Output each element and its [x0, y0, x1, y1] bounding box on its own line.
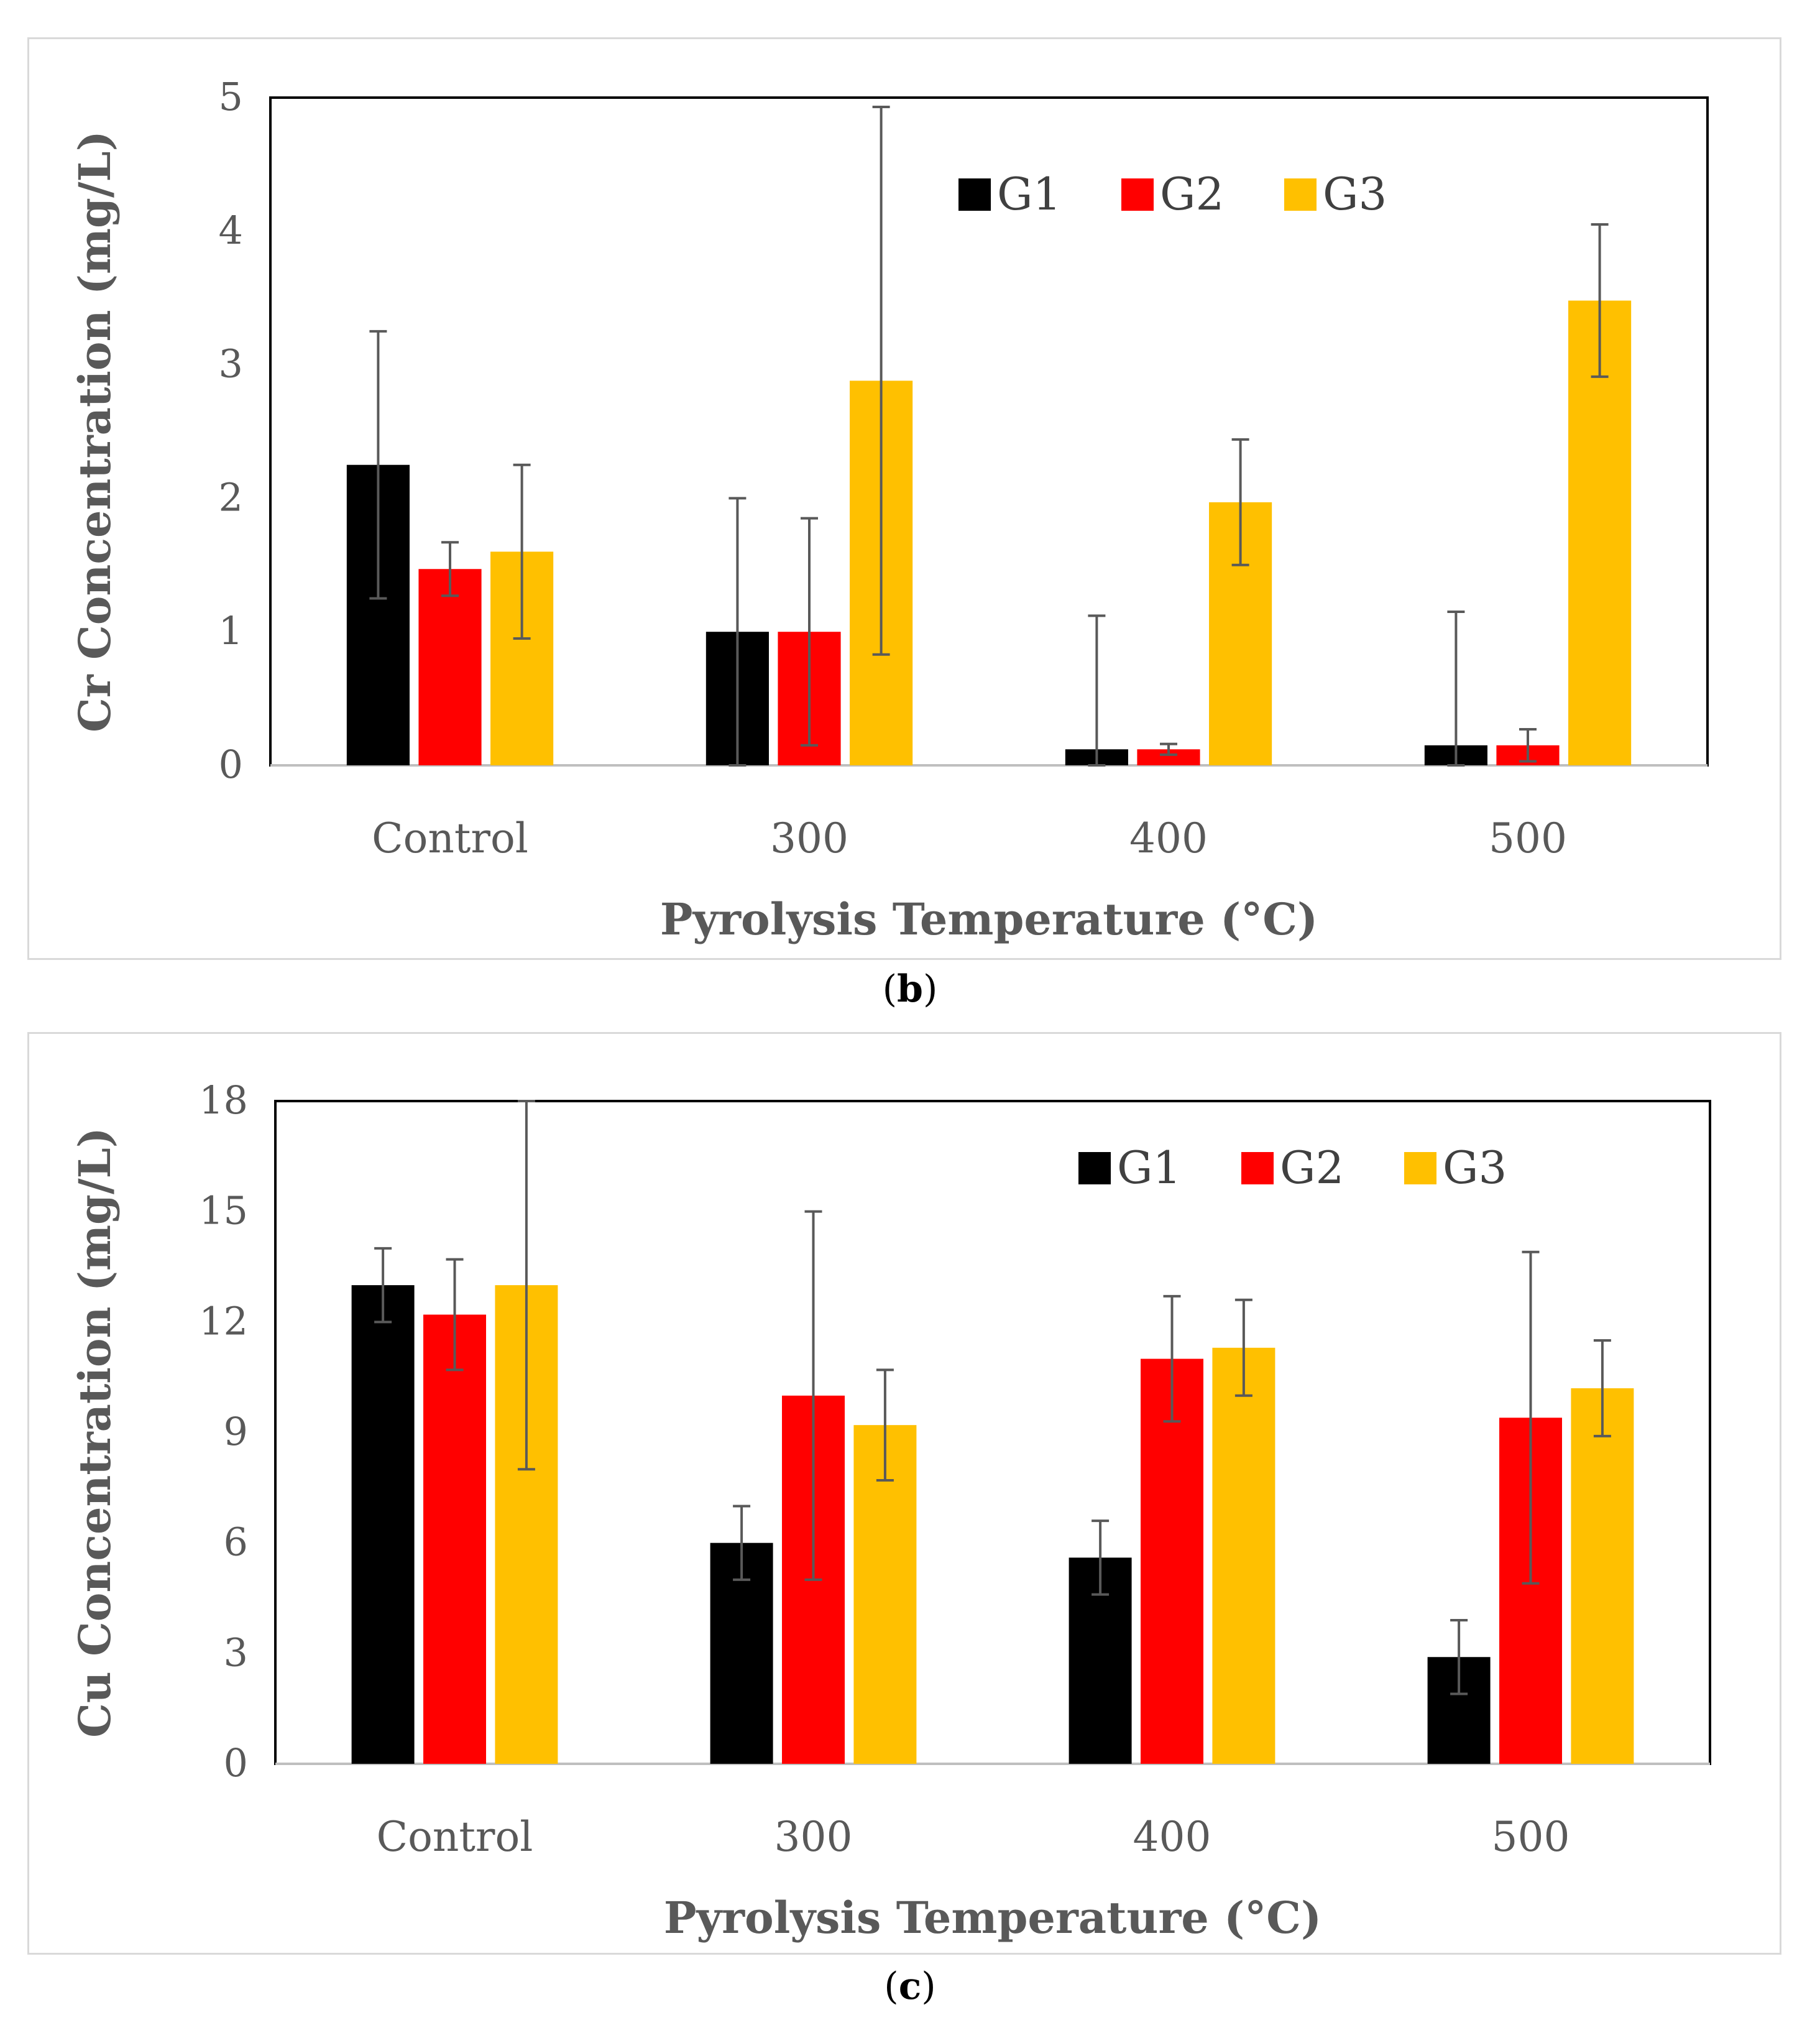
y-tick-label: 4: [219, 208, 243, 253]
caption-b: (b): [0, 967, 1820, 1011]
y-tick-label: 6: [224, 1519, 248, 1565]
bar-g1-control: [351, 1285, 415, 1764]
x-tick-label: Control: [377, 1813, 533, 1861]
y-tick-label: 3: [219, 341, 243, 387]
y-tick-label: 3: [224, 1630, 248, 1675]
bar-g2-control: [423, 1314, 486, 1764]
x-tick-label: 500: [1492, 1813, 1570, 1861]
bar-g2-400: [1141, 1358, 1203, 1764]
y-tick-label: 15: [199, 1188, 248, 1233]
y-axis-title: Cr Concentration (mg/L): [69, 131, 121, 732]
x-tick-label: 500: [1489, 814, 1567, 862]
x-tick-label: Control: [372, 814, 528, 862]
caption-c-close: ): [921, 1965, 936, 2008]
legend-label-g2: G2: [1160, 168, 1224, 220]
bar-g3-400: [1212, 1347, 1275, 1764]
y-tick-label: 1: [219, 608, 243, 653]
legend-swatch-g2: [1121, 178, 1154, 211]
x-axis-title: Pyrolysis Temperature (°C): [664, 1892, 1321, 1943]
legend-swatch-g1: [1078, 1152, 1111, 1184]
x-tick-label: 400: [1133, 1813, 1211, 1861]
caption-b-open: (: [882, 967, 898, 1011]
legend-swatch-g3: [1284, 178, 1317, 211]
legend-label-g3: G3: [1443, 1141, 1507, 1194]
legend-label-g3: G3: [1323, 168, 1387, 220]
caption-c-letter: c: [898, 1965, 922, 2008]
y-tick-label: 5: [219, 74, 243, 119]
legend-swatch-g1: [958, 178, 991, 211]
y-tick-label: 2: [219, 474, 243, 520]
y-tick-label: 0: [224, 1740, 248, 1786]
bar-g2-control: [418, 569, 482, 765]
y-axis-title: Cu Concentration (mg/L): [69, 1127, 121, 1738]
chart-b-svg: 0 1 2 3 4 5 Control 300 400 500 Pyrolysis Temperat…: [69, 74, 1709, 945]
y-tick-label: 9: [224, 1409, 248, 1454]
legend-label-g2: G2: [1280, 1141, 1344, 1194]
legend-swatch-g2: [1241, 1152, 1274, 1184]
caption-c-open: (: [884, 1965, 899, 2008]
caption-c: (c): [0, 1965, 1820, 2008]
x-tick-label: 300: [774, 1813, 853, 1861]
y-tick-label: 0: [219, 742, 243, 787]
x-tick-label: 400: [1129, 814, 1208, 862]
legend-swatch-g3: [1404, 1152, 1436, 1184]
plot-area-frame: [274, 1100, 1711, 1765]
legend-label-g1: G1: [1117, 1141, 1181, 1194]
chart-c-svg: 0 3 6 9 12 15 18 Control 300 400 500 Pyrolysis Temp…: [69, 1077, 1711, 1943]
x-axis-title: Pyrolysis Temperature (°C): [660, 893, 1318, 945]
chart-panel-b: 0 1 2 3 4 5 Control 300 400 500 Pyrolysis Temperat…: [27, 37, 1781, 960]
caption-b-close: ): [922, 967, 938, 1011]
x-tick-label: 300: [770, 814, 848, 862]
bar-g3-500: [1568, 300, 1632, 766]
caption-b-letter: b: [897, 967, 923, 1011]
chart-panel-c: 0 3 6 9 12 15 18 Control 300 400 500 Pyrolysis Temp…: [27, 1032, 1781, 1955]
bar-g3-500: [1571, 1388, 1634, 1764]
legend-label-g1: G1: [997, 168, 1061, 220]
y-tick-label: 12: [199, 1298, 248, 1344]
y-tick-label: 18: [199, 1077, 248, 1123]
